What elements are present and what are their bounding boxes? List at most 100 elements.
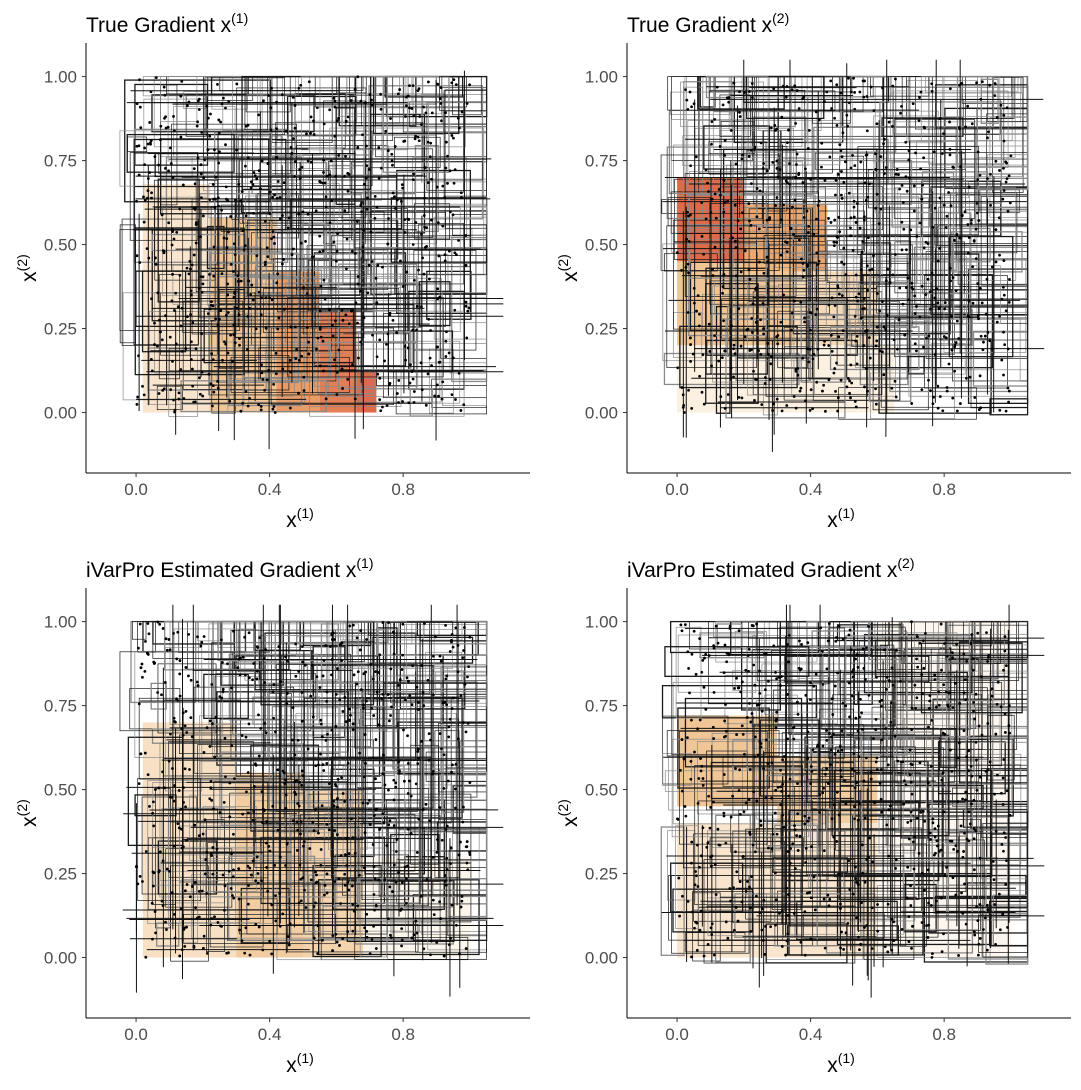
sample-point <box>926 277 930 281</box>
sample-point <box>371 756 375 760</box>
sample-point <box>686 262 690 266</box>
sample-point <box>293 325 297 329</box>
sample-point <box>332 799 336 803</box>
sample-point <box>188 895 192 899</box>
sample-point <box>837 215 841 219</box>
x-tick-label: 0.4 <box>799 1025 823 1044</box>
sample-point <box>682 411 686 414</box>
sample-point <box>140 662 144 666</box>
sample-point <box>267 844 271 848</box>
sample-point <box>356 275 360 278</box>
sample-point <box>463 682 467 686</box>
sample-point <box>330 199 333 203</box>
sample-point <box>700 854 703 858</box>
partition-rect <box>661 685 817 719</box>
sample-point <box>809 896 813 900</box>
sample-point <box>389 117 392 120</box>
sample-point <box>268 849 272 853</box>
sample-point <box>937 690 940 694</box>
partition-rect <box>926 839 985 906</box>
sample-point <box>213 915 216 919</box>
sample-point <box>344 313 348 317</box>
sample-point <box>848 391 851 395</box>
partition-rect <box>682 135 742 166</box>
sample-point <box>210 798 214 802</box>
sample-point <box>847 76 850 80</box>
sample-point <box>759 353 763 356</box>
sample-point <box>743 335 747 339</box>
sample-point <box>865 858 869 861</box>
sample-point <box>979 97 983 101</box>
sample-point <box>854 339 858 343</box>
y-tick-label: 0.75 <box>44 152 77 171</box>
sample-point <box>293 790 296 794</box>
sample-point <box>360 210 364 214</box>
sample-point <box>854 295 858 299</box>
sample-point <box>747 202 751 206</box>
sample-point <box>743 90 747 94</box>
sample-point <box>733 203 737 207</box>
sample-point <box>289 370 293 374</box>
sample-point <box>840 196 844 200</box>
sample-point <box>958 236 962 240</box>
sample-point <box>312 119 315 123</box>
x-tick-label: 0.0 <box>665 480 689 499</box>
sample-point <box>210 300 213 304</box>
sample-point <box>163 786 166 790</box>
sample-point <box>815 380 819 384</box>
sample-point <box>284 793 288 797</box>
sample-point <box>751 302 755 306</box>
sample-point <box>886 763 890 767</box>
sample-point <box>444 355 448 358</box>
sample-point <box>731 236 735 240</box>
sample-point <box>716 641 720 645</box>
sample-point <box>796 373 800 377</box>
sample-point <box>686 107 690 111</box>
sample-point <box>147 256 151 260</box>
sample-point <box>721 356 724 360</box>
partition-rect <box>743 75 890 103</box>
sample-point <box>464 263 468 267</box>
sample-point <box>889 701 893 705</box>
sample-point <box>441 380 445 384</box>
partition-rect <box>699 632 765 659</box>
sample-point <box>836 671 839 675</box>
sample-point <box>796 849 800 852</box>
sample-point <box>275 155 279 159</box>
sample-point <box>288 358 292 362</box>
sample-point <box>223 340 226 344</box>
sample-point <box>334 693 338 696</box>
sample-point <box>894 77 897 81</box>
sample-point <box>343 209 347 213</box>
sample-point <box>283 782 287 786</box>
sample-point <box>885 313 889 317</box>
sample-point <box>181 183 185 187</box>
sample-point <box>928 694 932 697</box>
sample-point <box>261 948 265 952</box>
sample-point <box>857 935 860 939</box>
sample-point <box>444 623 447 627</box>
sample-point <box>686 899 690 903</box>
sample-point <box>338 944 341 947</box>
sample-point <box>754 288 757 291</box>
partition-rect <box>214 245 259 323</box>
partition-rect <box>327 161 483 181</box>
sample-point <box>291 819 295 823</box>
sample-point <box>955 233 959 236</box>
sample-point <box>407 679 410 683</box>
sample-point <box>759 824 763 827</box>
partition-rect <box>275 664 418 812</box>
sample-point <box>355 636 359 640</box>
x-tick-label: 0.8 <box>391 1025 415 1044</box>
sample-point <box>274 919 278 923</box>
sample-point <box>156 291 160 295</box>
sample-point <box>159 330 162 334</box>
sample-point <box>285 692 289 695</box>
partition-rect <box>666 730 780 757</box>
sample-point <box>318 686 322 689</box>
sample-point <box>412 114 416 118</box>
x-axis-title: x(1) <box>286 505 314 532</box>
sample-point <box>690 105 693 109</box>
partition-rect <box>870 256 967 326</box>
sample-point <box>896 759 900 763</box>
